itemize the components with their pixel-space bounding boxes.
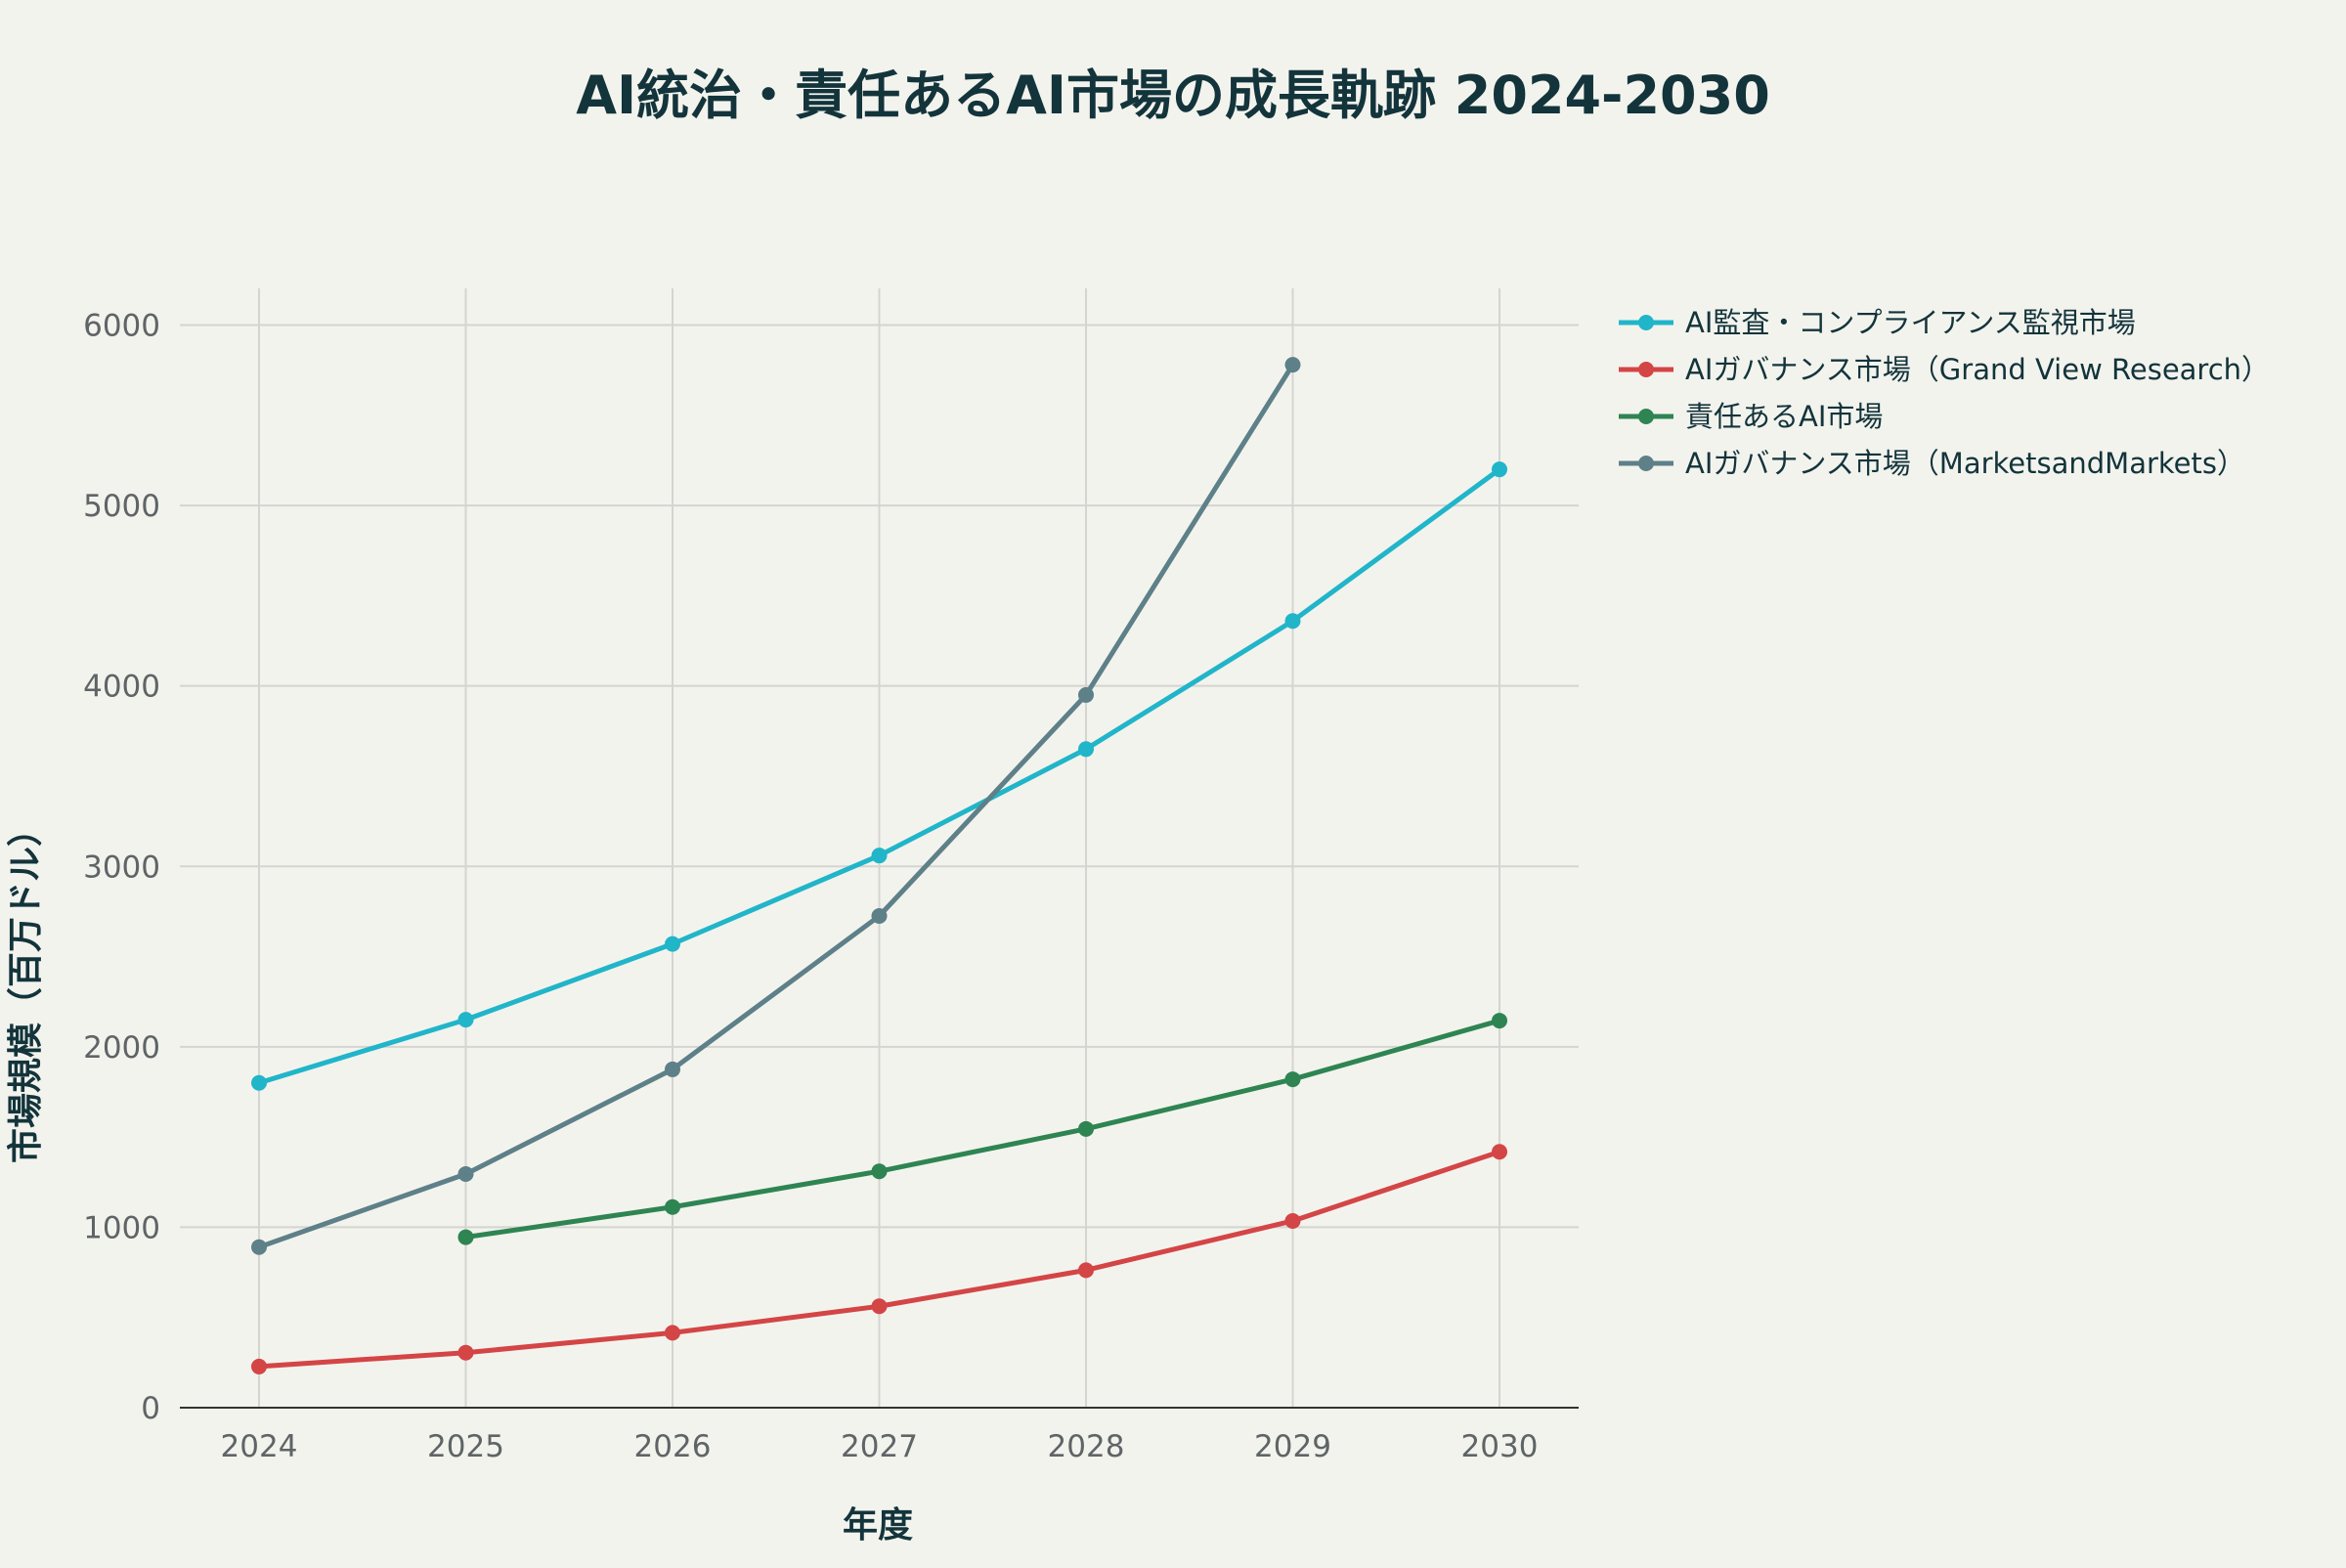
chart-title: AI統治・責任あるAI市場の成長軌跡 2024-2030 (576, 65, 1770, 126)
series-line (463, 1018, 1502, 1241)
data-point[interactable] (1078, 1262, 1094, 1279)
data-point[interactable] (1284, 357, 1301, 373)
data-point[interactable] (457, 1344, 474, 1361)
y-tick-label: 3000 (83, 849, 160, 885)
legend-item[interactable]: AI監査・コンプライアンス監視市場 (1619, 306, 2136, 339)
legend-swatch-marker (1638, 409, 1654, 424)
data-point[interactable] (251, 1074, 267, 1091)
y-tick-label: 6000 (83, 309, 160, 344)
data-point[interactable] (871, 1163, 888, 1180)
legend-swatch-marker (1638, 456, 1654, 471)
legend-item[interactable]: AIガバナンス市場（MarketsandMarkets） (1619, 447, 2245, 480)
x-tick-label: 2025 (427, 1429, 504, 1464)
legend[interactable]: AI監査・コンプライアンス監視市場 AIガバナンス市場（Grand View Re… (1619, 306, 2270, 480)
series-2 (251, 1144, 1507, 1374)
data-point[interactable] (871, 908, 888, 925)
x-tick-label: 2024 (221, 1429, 298, 1464)
data-point[interactable] (1078, 1120, 1094, 1137)
y-tick-label: 0 (141, 1391, 160, 1426)
data-point[interactable] (457, 1229, 474, 1245)
data-point[interactable] (1284, 1212, 1301, 1229)
legend-label: AI監査・コンプライアンス監視市場 (1685, 306, 2136, 339)
data-point[interactable] (871, 1298, 888, 1315)
data-point[interactable] (251, 1239, 267, 1255)
legend-swatch-marker (1638, 315, 1654, 330)
legend-label: AIガバナンス市場（Grand View Research） (1685, 353, 2270, 386)
data-point[interactable] (665, 1198, 680, 1215)
data-point[interactable] (665, 1061, 680, 1077)
data-point[interactable] (251, 1358, 267, 1374)
x-tick-label: 2029 (1254, 1429, 1331, 1464)
data-point[interactable] (1284, 1071, 1301, 1088)
series-4 (251, 357, 1301, 1255)
series-1 (251, 461, 1507, 1091)
axes: 0 1000 2000 3000 4000 5000 6000 2024 2025 2026 202… (83, 309, 1579, 1464)
data-point[interactable] (1492, 461, 1507, 478)
y-axis-title: 市場規模（百万ドル） (6, 811, 46, 1163)
x-axis-title: 年度 (843, 1505, 913, 1546)
y-tick-label: 1000 (83, 1210, 160, 1245)
series-layer (251, 357, 1507, 1374)
x-tick-label: 2026 (634, 1429, 712, 1464)
legend-item[interactable]: AIガバナンス市場（Grand View Research） (1619, 353, 2270, 386)
data-point[interactable] (457, 1165, 474, 1182)
data-point[interactable] (665, 1325, 680, 1341)
y-tick-label: 4000 (83, 670, 160, 705)
data-point[interactable] (871, 848, 888, 864)
data-point[interactable] (1078, 741, 1094, 758)
data-point[interactable] (1078, 686, 1094, 703)
legend-label: AIガバナンス市場（MarketsandMarkets） (1685, 447, 2245, 480)
data-point[interactable] (1492, 1144, 1507, 1160)
x-tick-label: 2028 (1048, 1429, 1125, 1464)
data-point[interactable] (1284, 613, 1301, 630)
data-point[interactable] (1492, 1013, 1507, 1029)
x-tick-label: 2030 (1461, 1429, 1539, 1464)
legend-swatch-marker (1638, 362, 1654, 377)
legend-label: 責任あるAI市場 (1685, 400, 1883, 433)
x-tick-label: 2027 (841, 1429, 918, 1464)
series-3 (457, 1013, 1507, 1245)
legend-item[interactable]: 責任あるAI市場 (1619, 400, 1883, 433)
data-point[interactable] (457, 1012, 474, 1028)
y-tick-label: 2000 (83, 1030, 160, 1066)
grid (180, 288, 1579, 1408)
data-point[interactable] (665, 936, 680, 952)
series-line (256, 362, 1295, 1250)
y-tick-label: 5000 (83, 489, 160, 524)
